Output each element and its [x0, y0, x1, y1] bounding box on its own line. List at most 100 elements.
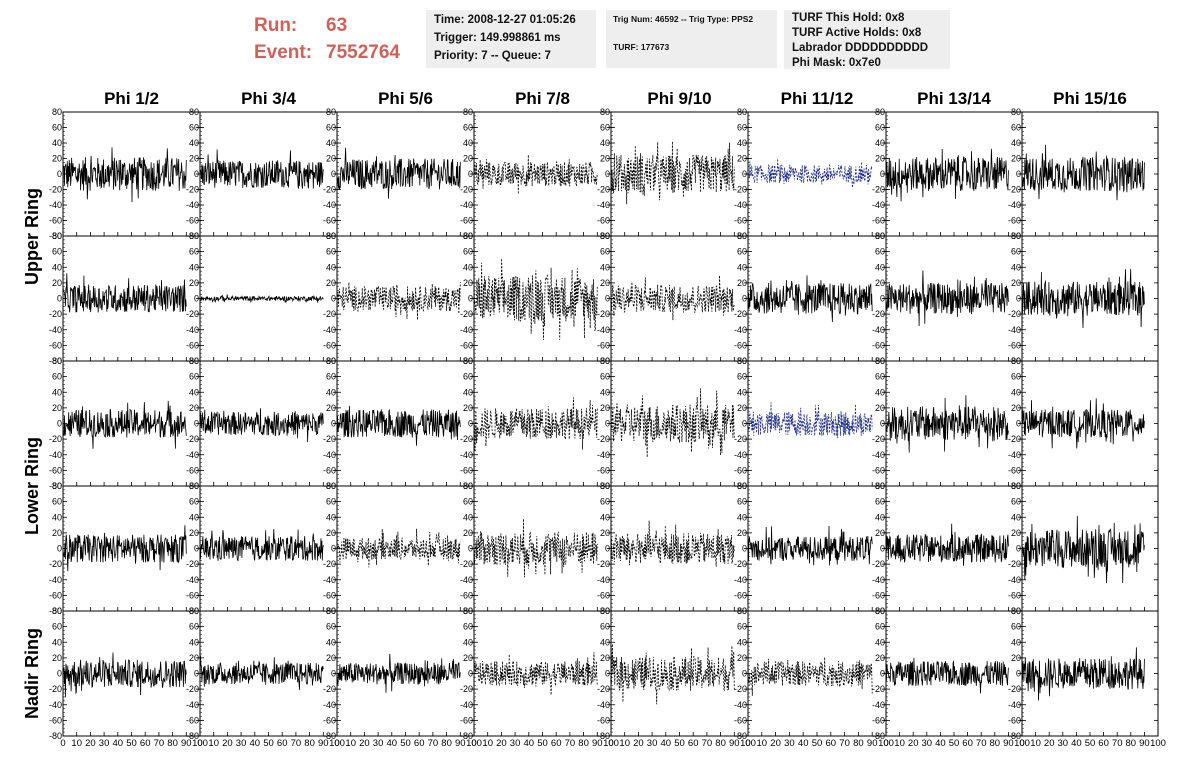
y-tick-label: -40	[1008, 575, 1021, 585]
y-tick-label: 20	[737, 278, 747, 288]
waveform-trace	[62, 147, 187, 203]
waveform-trace	[199, 655, 324, 690]
y-tick-label: -60	[1008, 590, 1021, 600]
waveform-trace	[336, 282, 461, 320]
y-tick-label: 80	[52, 356, 62, 366]
y-tick-label: 0	[605, 669, 610, 679]
y-tick-label: 60	[737, 622, 747, 632]
y-tick-label: 40	[189, 387, 199, 397]
y-tick-label: 0	[605, 544, 610, 554]
y-tick-label: -40	[49, 450, 62, 460]
x-tick-label: 10	[757, 738, 768, 749]
trig-num-text: Trig Num: 46592 -- Trig Type: PPS2	[613, 14, 754, 24]
y-tick-label: -40	[323, 700, 336, 710]
x-tick-label: 20	[359, 738, 370, 749]
x-tick-label: 20	[908, 738, 919, 749]
y-tick-label: 40	[1011, 262, 1021, 272]
x-tick-label: 100	[466, 738, 482, 749]
waveform-trace	[1021, 647, 1145, 701]
x-tick-label: 0	[197, 738, 202, 749]
column-header: Phi 9/10	[647, 89, 711, 108]
y-tick-label: -40	[460, 200, 473, 210]
y-tick-label: -20	[734, 309, 747, 319]
y-tick-label: 60	[326, 622, 336, 632]
y-tick-label: 40	[600, 138, 610, 148]
x-tick-label: 40	[113, 738, 124, 749]
y-tick-label: 40	[1011, 138, 1021, 148]
y-tick-label: -40	[49, 200, 62, 210]
y-tick-label: -60	[460, 465, 473, 475]
x-tick-label: 60	[1098, 738, 1109, 749]
y-tick-label: 40	[875, 637, 885, 647]
x-tick-label: 10	[619, 738, 630, 749]
y-tick-label: -20	[734, 434, 747, 444]
y-tick-label: 20	[189, 653, 199, 663]
y-tick-label: 80	[463, 231, 473, 241]
y-tick-label: 20	[52, 528, 62, 538]
y-tick-label: 0	[1016, 544, 1021, 554]
y-tick-label: 0	[331, 669, 336, 679]
waveform-trace	[1021, 398, 1145, 449]
y-tick-label: 60	[189, 247, 199, 257]
y-tick-label: -60	[460, 216, 473, 226]
y-tick-label: -20	[186, 684, 199, 694]
y-tick-label: -40	[734, 450, 747, 460]
y-tick-label: 20	[463, 278, 473, 288]
y-tick-label: 40	[189, 637, 199, 647]
y-tick-label: -60	[1008, 715, 1021, 725]
y-tick-label: -80	[734, 731, 747, 741]
trigger-text: Trigger: 149.998861 ms	[434, 32, 561, 44]
x-tick-label: 50	[400, 738, 411, 749]
y-tick-label: -40	[186, 450, 199, 460]
y-tick-label: 40	[326, 387, 336, 397]
y-tick-label: 60	[463, 247, 473, 257]
time-text: Time: 2008-12-27 01:05:26	[434, 14, 576, 26]
y-tick-label: 20	[600, 154, 610, 164]
y-tick-label: 0	[194, 419, 199, 429]
y-tick-label: -60	[597, 216, 610, 226]
x-tick-label: 80	[990, 738, 1001, 749]
x-tick-label: 20	[770, 738, 781, 749]
y-tick-label: 80	[875, 606, 885, 616]
waveform-trace	[473, 258, 598, 341]
y-tick-label: -40	[597, 200, 610, 210]
y-tick-label: 60	[875, 497, 885, 507]
y-tick-label: 60	[52, 247, 62, 257]
y-tick-label: -40	[1008, 200, 1021, 210]
waveform-trace	[62, 652, 187, 698]
x-tick-label: 80	[853, 738, 864, 749]
y-tick-label: 0	[1016, 669, 1021, 679]
y-tick-label: 80	[1011, 231, 1021, 241]
y-tick-label: -20	[49, 185, 62, 195]
x-tick-label: 60	[277, 738, 288, 749]
y-tick-label: 40	[875, 262, 885, 272]
waveform-trace	[610, 141, 735, 205]
x-tick-label: 10	[71, 738, 82, 749]
y-tick-label: 60	[52, 123, 62, 133]
waveform-trace	[610, 275, 735, 321]
y-tick-label: -60	[734, 340, 747, 350]
y-tick-label: 0	[742, 419, 747, 429]
ring-label: Upper Ring	[22, 188, 42, 285]
y-tick-label: 40	[52, 387, 62, 397]
y-tick-label: -80	[49, 481, 62, 491]
y-tick-label: 80	[52, 107, 62, 117]
x-tick-label: 90	[1139, 738, 1150, 749]
y-tick-label: 80	[737, 606, 747, 616]
y-tick-label: 80	[875, 481, 885, 491]
y-tick-label: 60	[875, 372, 885, 382]
y-tick-label: 0	[468, 419, 473, 429]
y-tick-label: 80	[463, 481, 473, 491]
x-tick-label: 60	[826, 738, 837, 749]
x-tick-label: 10	[208, 738, 219, 749]
y-tick-label: -20	[734, 185, 747, 195]
y-tick-label: 60	[326, 497, 336, 507]
y-tick-label: 80	[875, 356, 885, 366]
y-tick-label: 0	[880, 294, 885, 304]
x-tick-label: 30	[510, 738, 521, 749]
x-tick-label: 90	[318, 738, 329, 749]
y-tick-label: 0	[57, 419, 62, 429]
y-tick-label: -20	[597, 559, 610, 569]
y-tick-label: -60	[460, 340, 473, 350]
